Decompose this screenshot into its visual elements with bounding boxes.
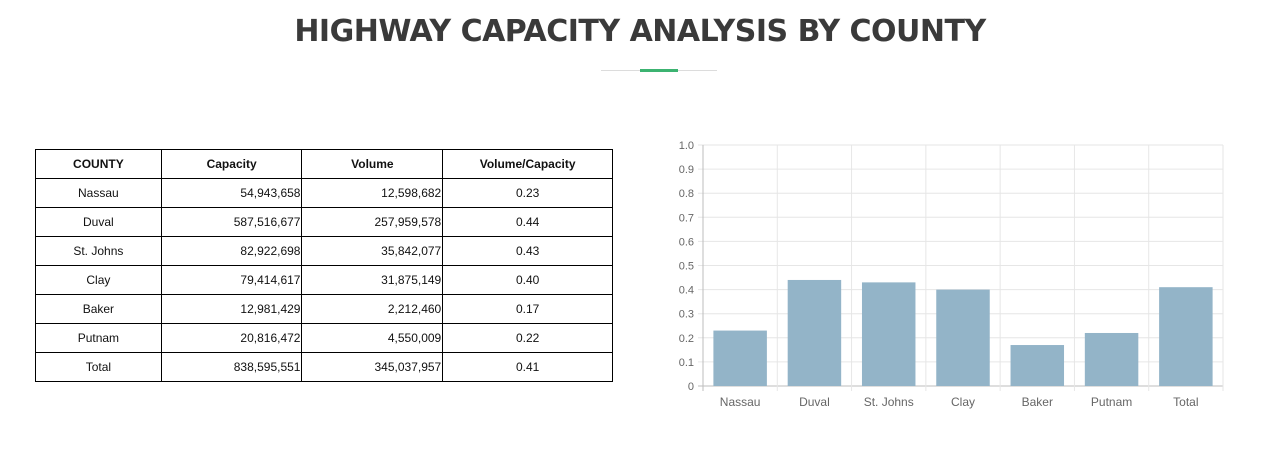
header-county: COUNTY: [35, 149, 162, 179]
cell-volume-capacity: 0.40: [442, 265, 613, 295]
x-tick-label: St. Johns: [864, 395, 914, 409]
bar: [713, 330, 767, 386]
table-row: Nassau 54,943,658 12,598,682 0.23: [35, 178, 613, 208]
header-volume-capacity: Volume/Capacity: [442, 149, 613, 179]
cell-capacity: 838,595,551: [160, 352, 303, 382]
title-divider-accent: [640, 69, 678, 72]
y-tick-label: 0.8: [679, 188, 694, 200]
county-capacity-table: COUNTY Capacity Volume Volume/Capacity N…: [35, 149, 613, 382]
cell-volume: 257,959,578: [301, 207, 444, 237]
y-tick-label: 0.6: [679, 236, 694, 248]
cell-volume: 4,550,009: [301, 323, 444, 353]
cell-county: Nassau: [35, 178, 162, 208]
x-tick-label: Duval: [799, 395, 830, 409]
cell-county: St. Johns: [35, 236, 162, 266]
cell-volume: 31,875,149: [301, 265, 444, 295]
table-row: St. Johns 82,922,698 35,842,077 0.43: [35, 236, 613, 266]
x-tick-label: Clay: [951, 395, 975, 409]
cell-capacity: 20,816,472: [160, 323, 303, 353]
table-row: Putnam 20,816,472 4,550,009 0.22: [35, 323, 613, 353]
y-tick-label: 0.1: [679, 357, 694, 369]
header-capacity: Capacity: [160, 149, 303, 179]
y-tick-label: 0.9: [679, 164, 694, 176]
cell-volume-capacity: 0.43: [442, 236, 613, 266]
table-row: Baker 12,981,429 2,212,460 0.17: [35, 294, 613, 324]
cell-county: Duval: [35, 207, 162, 237]
bar: [1159, 287, 1213, 386]
cell-county: Baker: [35, 294, 162, 324]
y-tick-label: 0.7: [679, 212, 694, 224]
y-tick-label: 0: [688, 381, 694, 393]
cell-county: Putnam: [35, 323, 162, 353]
cell-volume: 12,598,682: [301, 178, 444, 208]
bar: [787, 279, 842, 386]
cell-capacity: 79,414,617: [160, 265, 303, 295]
y-tick-label: 0.3: [679, 309, 694, 321]
cell-volume: 35,842,077: [301, 236, 444, 266]
cell-volume-capacity: 0.22: [442, 323, 613, 353]
table-row: Duval 587,516,677 257,959,578 0.44: [35, 207, 613, 237]
cell-volume-capacity: 0.41: [442, 352, 613, 382]
bar: [1010, 345, 1065, 386]
x-tick-label: Putnam: [1091, 395, 1132, 409]
cell-volume-capacity: 0.17: [442, 294, 613, 324]
cell-capacity: 587,516,677: [160, 207, 303, 237]
cell-volume: 2,212,460: [301, 294, 444, 324]
y-tick-label: 0.2: [679, 333, 694, 345]
table-row: Total 838,595,551 345,037,957 0.41: [35, 352, 613, 382]
cell-capacity: 12,981,429: [160, 294, 303, 324]
x-tick-label: Baker: [1022, 395, 1053, 409]
x-tick-label: Total: [1173, 395, 1198, 409]
table-header-row: COUNTY Capacity Volume Volume/Capacity: [35, 149, 613, 179]
header-volume: Volume: [301, 149, 444, 179]
cell-volume-capacity: 0.23: [442, 178, 613, 208]
cell-county: Clay: [35, 265, 162, 295]
y-tick-label: 0.4: [679, 285, 694, 297]
y-tick-label: 1.0: [679, 140, 694, 152]
cell-volume-capacity: 0.44: [442, 207, 613, 237]
cell-capacity: 54,943,658: [160, 178, 303, 208]
cell-county: Total: [35, 352, 162, 382]
bar: [1084, 332, 1139, 386]
cell-capacity: 82,922,698: [160, 236, 303, 266]
table-row: Clay 79,414,617 31,875,149 0.40: [35, 265, 613, 295]
bar: [936, 289, 990, 386]
volume-capacity-bar-chart: 0 0.1 0.2 0.3 0.4 0.5 0.6 0.7 0.8 0.9 1.0 Nassau Duv…: [679, 140, 1224, 409]
cell-volume: 345,037,957: [301, 352, 444, 382]
page-title: HIGHWAY CAPACITY ANALYSIS BY COUNTY: [294, 14, 986, 49]
y-tick-label: 0.5: [679, 261, 694, 273]
bar: [861, 282, 916, 386]
x-tick-label: Nassau: [720, 395, 761, 409]
